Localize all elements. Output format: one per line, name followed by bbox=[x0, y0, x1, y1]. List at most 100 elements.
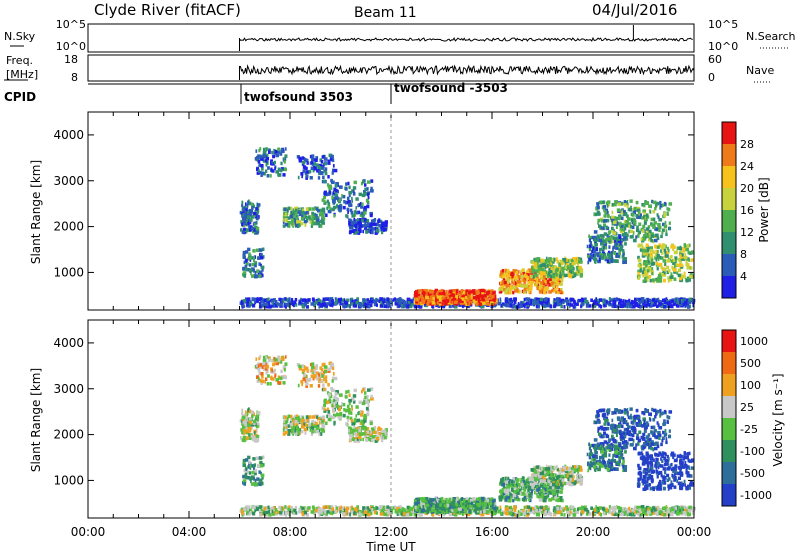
velocity-cell bbox=[563, 513, 566, 517]
power-cell bbox=[616, 237, 621, 241]
velocity-cell bbox=[262, 359, 267, 363]
power-cell bbox=[455, 295, 459, 299]
velocity-cell bbox=[611, 512, 615, 516]
power-cell bbox=[560, 304, 563, 309]
power-cell bbox=[629, 229, 634, 234]
power-cell bbox=[645, 217, 648, 222]
velocity-cell bbox=[255, 357, 258, 361]
power-cell bbox=[572, 257, 575, 261]
power-cell bbox=[603, 243, 607, 248]
power-cell bbox=[345, 182, 348, 186]
power-cell bbox=[646, 214, 649, 218]
power-cell bbox=[255, 226, 260, 231]
power-cell bbox=[298, 300, 301, 304]
power-cell bbox=[371, 230, 374, 235]
power-cell bbox=[528, 289, 531, 293]
power-cell bbox=[683, 271, 686, 276]
power-cell bbox=[242, 255, 246, 260]
power-cell bbox=[465, 289, 469, 293]
power-cell bbox=[573, 273, 577, 278]
power-cell bbox=[646, 256, 650, 260]
power-cell bbox=[635, 301, 638, 306]
power-cell bbox=[368, 300, 373, 304]
power-cell bbox=[242, 250, 247, 255]
colorbar-tick-label: 28 bbox=[740, 138, 754, 151]
power-cell bbox=[442, 289, 445, 294]
velocity-cell bbox=[499, 507, 502, 512]
power-cell bbox=[301, 160, 306, 165]
power-cell bbox=[614, 200, 618, 204]
power-cell bbox=[355, 206, 358, 210]
power-cell bbox=[422, 296, 425, 301]
velocity-cell bbox=[604, 508, 608, 513]
power-cell bbox=[644, 233, 648, 237]
power-cell bbox=[532, 302, 535, 306]
power-cell bbox=[611, 215, 615, 220]
power-cell bbox=[458, 290, 462, 295]
power-cell bbox=[626, 304, 629, 309]
power-cell bbox=[318, 224, 321, 228]
colorbar-tick-label: 8 bbox=[740, 248, 747, 261]
power-cell bbox=[454, 305, 458, 309]
power-cell bbox=[364, 192, 369, 196]
power-cell bbox=[397, 300, 402, 305]
power-cell bbox=[468, 291, 472, 295]
power-cell bbox=[417, 304, 420, 308]
power-cell bbox=[338, 185, 343, 189]
power-cell bbox=[612, 245, 616, 250]
velocity-cell bbox=[566, 510, 570, 514]
velocity-cell bbox=[534, 505, 538, 509]
power-cell bbox=[321, 211, 324, 216]
velocity-cell bbox=[401, 507, 405, 511]
power-cell bbox=[520, 302, 522, 306]
power-cell bbox=[378, 299, 381, 304]
power-cell bbox=[349, 229, 353, 234]
power-cell bbox=[315, 163, 319, 167]
velocity-cell bbox=[634, 509, 638, 514]
power-cell bbox=[388, 298, 392, 303]
power-cell bbox=[511, 276, 514, 280]
power-cell bbox=[626, 223, 629, 228]
velocity-cell bbox=[625, 507, 628, 512]
velocity-cell bbox=[658, 508, 663, 512]
velocity-cell bbox=[298, 508, 301, 512]
velocity-cell bbox=[304, 423, 308, 427]
power-cell bbox=[353, 231, 357, 235]
power-cell bbox=[536, 280, 540, 284]
velocity-cell bbox=[300, 429, 304, 434]
power-cell bbox=[375, 222, 379, 227]
velocity-cell bbox=[587, 509, 590, 514]
power-cell bbox=[386, 297, 390, 301]
velocity-cell bbox=[304, 419, 307, 423]
power-cell bbox=[679, 302, 683, 307]
velocity-cell bbox=[537, 507, 541, 512]
power-cell bbox=[310, 224, 313, 228]
velocity-cell bbox=[314, 508, 318, 513]
power-cell bbox=[517, 301, 520, 306]
power-cell bbox=[259, 157, 264, 161]
power-cell bbox=[635, 228, 640, 233]
power-cell bbox=[357, 210, 361, 215]
power-cell bbox=[596, 212, 600, 216]
power-cell bbox=[361, 193, 366, 198]
velocity-cell bbox=[541, 506, 546, 510]
power-cell bbox=[688, 243, 691, 248]
power-cell bbox=[490, 304, 493, 309]
power-cell bbox=[258, 148, 261, 153]
power-cell bbox=[647, 259, 650, 264]
power-cell bbox=[630, 205, 632, 210]
power-cell bbox=[570, 272, 573, 277]
power-cell bbox=[259, 256, 264, 260]
power-cell bbox=[637, 304, 640, 309]
power-cell bbox=[322, 303, 325, 307]
power-cell bbox=[633, 297, 638, 302]
power-cell bbox=[347, 304, 351, 308]
power-cell bbox=[247, 209, 251, 213]
power-cell bbox=[287, 216, 291, 220]
power-cell bbox=[243, 260, 246, 265]
power-cell bbox=[463, 300, 466, 304]
velocity-cell bbox=[303, 427, 308, 432]
velocity-cell bbox=[521, 511, 526, 516]
power-cell bbox=[603, 218, 607, 223]
power-cell bbox=[579, 260, 583, 264]
